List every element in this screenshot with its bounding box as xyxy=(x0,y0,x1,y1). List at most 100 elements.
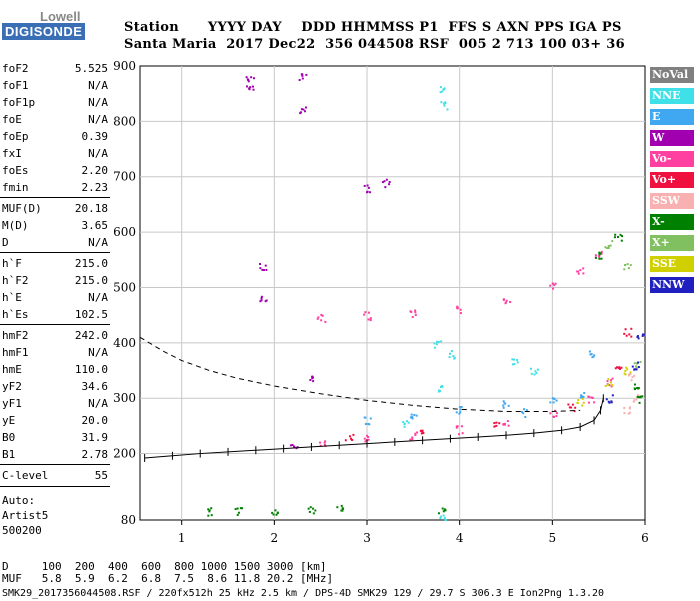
echo-point-nne xyxy=(536,368,539,371)
echo-point-x xyxy=(604,246,607,249)
echo-point-e xyxy=(459,411,462,414)
echo-point-vo xyxy=(617,366,620,369)
echo-point-nne xyxy=(534,370,537,373)
echo-point-nne xyxy=(452,355,455,358)
panel-divider xyxy=(0,486,110,487)
legend-entry-ssw: SSW xyxy=(650,193,694,209)
echo-point-vo xyxy=(555,415,558,418)
echo-point-w xyxy=(248,88,251,91)
param-row: yE 20.0 xyxy=(2,412,108,429)
echo-point-vo xyxy=(498,422,501,425)
echo-point-vo xyxy=(411,436,414,439)
header-labels: Station YYYY DAY DDD HHMMSS P1 FFS S AXN… xyxy=(124,20,622,35)
echo-point-vo xyxy=(630,327,633,330)
echo-point-x xyxy=(208,510,211,513)
echo-point-e xyxy=(522,412,525,415)
echo-point-vo xyxy=(628,333,631,336)
echo-point-vo xyxy=(551,282,554,285)
echo-point-vo xyxy=(606,380,609,383)
param-name: D xyxy=(2,236,9,249)
echo-point-w xyxy=(259,267,262,270)
echo-point-w xyxy=(250,76,253,79)
echo-point-w xyxy=(311,375,314,378)
param-row: D N/A xyxy=(2,234,108,251)
echo-point-nne xyxy=(440,101,443,104)
legend-entry-nnw: NNW xyxy=(650,277,694,293)
echo-point-e xyxy=(592,355,595,358)
echo-point-w xyxy=(304,110,307,113)
echo-point-vo xyxy=(411,438,414,441)
echo-point-e xyxy=(460,405,463,408)
echo-point-vo xyxy=(414,311,417,314)
y-tick-label: 300 xyxy=(113,391,136,405)
echo-point-vo xyxy=(502,423,505,426)
echo-point-vo xyxy=(320,319,323,322)
echo-point-e xyxy=(459,408,462,411)
param-row: MUF(D) 20.18 xyxy=(2,200,108,217)
echo-point-w xyxy=(260,299,263,302)
echo-point-sse xyxy=(609,381,612,384)
param-value: N/A xyxy=(88,113,108,126)
echo-point-x xyxy=(609,244,612,247)
echo-point-x xyxy=(272,513,275,516)
echo-point-vo xyxy=(608,384,611,387)
param-value: 31.9 xyxy=(81,431,109,444)
echo-point-e xyxy=(591,356,594,359)
legend-entry-x-minus: X- xyxy=(650,214,694,230)
echo-point-x xyxy=(274,509,277,512)
echo-point-nnw xyxy=(636,336,639,339)
echo-point-vo xyxy=(319,444,322,447)
echo-point-vo xyxy=(593,401,596,404)
echo-point-vo xyxy=(587,401,590,404)
echo-point-vo xyxy=(409,438,412,441)
echo-point-vo xyxy=(623,332,626,335)
echo-point-e xyxy=(502,400,505,403)
echo-point-nne xyxy=(439,517,442,520)
echo-point-vo xyxy=(588,396,591,399)
param-row: hmF1 N/A xyxy=(2,344,108,361)
echo-point-w xyxy=(301,74,304,77)
echo-point-vo xyxy=(456,305,459,308)
echo-point-x xyxy=(340,509,343,512)
echo-point-vo xyxy=(416,431,419,434)
echo-point-w xyxy=(363,184,366,187)
echo-point-vo xyxy=(363,313,366,316)
echo-point-vo xyxy=(367,311,370,314)
echo-point-w xyxy=(298,79,301,82)
panel-divider xyxy=(0,197,110,198)
echo-point-vo xyxy=(414,433,417,436)
echo-point-x xyxy=(620,235,623,238)
echo-point-nne xyxy=(433,346,436,349)
header-values: Santa Maria 2017 Dec22 356 044508 RSF 00… xyxy=(124,37,625,52)
echo-point-w xyxy=(264,300,267,303)
echo-point-e xyxy=(583,391,586,394)
echo-point-vo xyxy=(348,435,351,438)
legend-entry-x-plus: X+ xyxy=(650,235,694,251)
param-row: hmF2 242.0 xyxy=(2,327,108,344)
echo-point-nnw xyxy=(631,365,634,368)
x-tick-label: 6 xyxy=(641,531,649,545)
param-row: yF2 34.6 xyxy=(2,378,108,395)
echo-point-e xyxy=(367,422,370,425)
echo-point-ssw xyxy=(632,400,635,403)
echo-point-nnw xyxy=(605,398,608,401)
echo-point-vo xyxy=(553,409,556,412)
echo-point-nne xyxy=(442,102,445,105)
echo-point-x xyxy=(275,513,278,516)
param-name: foE xyxy=(2,113,22,126)
echo-point-x xyxy=(341,507,344,510)
param-value: N/A xyxy=(88,96,108,109)
echo-point-vo xyxy=(367,438,370,441)
echo-point-ssw xyxy=(628,374,631,377)
echo-point-nne xyxy=(450,350,453,353)
echo-point-e xyxy=(552,397,555,400)
echo-point-vo xyxy=(319,441,322,444)
echo-point-vo xyxy=(495,424,498,427)
echo-point-nnw xyxy=(611,394,614,397)
param-row: B1 2.78 xyxy=(2,446,108,463)
param-value: N/A xyxy=(88,147,108,160)
echo-point-nne xyxy=(442,514,445,517)
echo-point-w xyxy=(388,181,391,184)
echo-point-vo xyxy=(573,410,576,413)
echo-point-x xyxy=(207,514,210,517)
